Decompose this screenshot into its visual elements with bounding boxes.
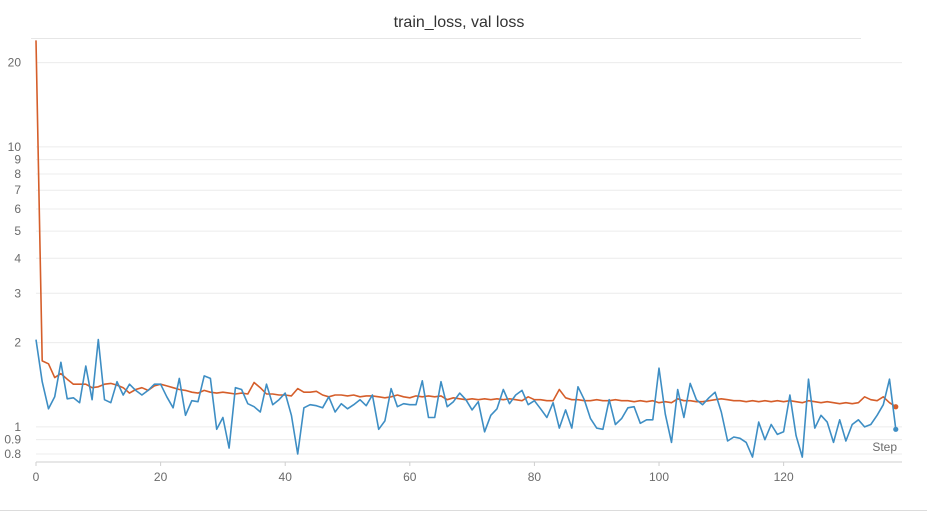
series-endpoint-2 xyxy=(893,426,899,432)
y-tick-label: 6 xyxy=(14,202,21,216)
series-line-1 xyxy=(35,40,897,408)
y-tick-label: 9 xyxy=(14,153,21,167)
x-tick-label: 40 xyxy=(279,470,293,484)
chart-title: train_loss, val loss xyxy=(393,14,525,31)
x-tick-label: 100 xyxy=(649,470,669,484)
x-tick-label: 60 xyxy=(403,470,417,484)
y-tick-label: 8 xyxy=(14,167,21,181)
y-tick-label: 7 xyxy=(14,183,21,197)
y-tick-label: 2 xyxy=(14,336,21,350)
bottom-divider xyxy=(0,510,927,511)
x-tick-label: 20 xyxy=(154,470,168,484)
y-tick-label: 5 xyxy=(14,224,21,238)
x-tick-label: 120 xyxy=(774,470,794,484)
y-tick-label: 10 xyxy=(8,140,22,154)
x-axis-label: Step xyxy=(872,440,897,454)
y-tick-label: 4 xyxy=(14,251,21,265)
y-tick-label: 0.8 xyxy=(4,447,21,461)
series-line-2 xyxy=(35,338,897,458)
series-endpoint-1 xyxy=(893,404,899,410)
title-divider xyxy=(31,38,861,39)
y-tick-label: 0.9 xyxy=(4,433,21,447)
y-tick-label: 1 xyxy=(14,420,21,434)
y-tick-label: 3 xyxy=(14,286,21,300)
y-tick-label: 20 xyxy=(8,56,22,70)
x-tick-label: 0 xyxy=(33,470,40,484)
x-tick-label: 80 xyxy=(528,470,542,484)
